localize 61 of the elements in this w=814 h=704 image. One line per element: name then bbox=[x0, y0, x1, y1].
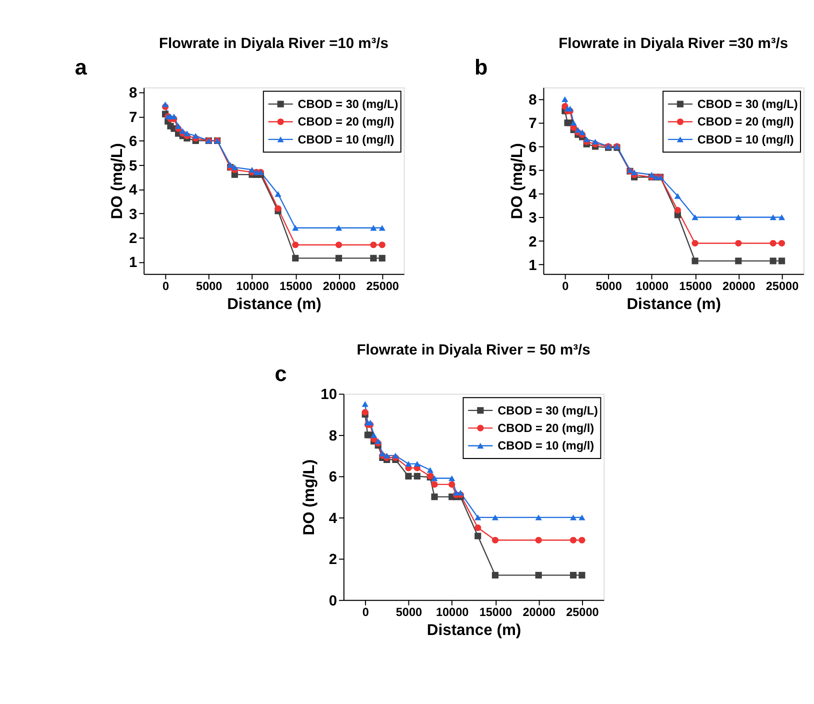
y-tick-label: 1 bbox=[129, 255, 138, 272]
legend-label: CBOD = 20 (mg/l) bbox=[298, 116, 394, 129]
y-tick-label: 1 bbox=[528, 258, 537, 274]
legend-label: CBOD = 20 (mg/l) bbox=[498, 422, 594, 436]
legend-label: CBOD = 20 (mg/l) bbox=[697, 116, 794, 129]
text: a bbox=[74, 54, 88, 80]
x-tick-label: 10000 bbox=[436, 606, 470, 620]
y-tick-label: 5 bbox=[528, 163, 537, 180]
x-tick-label: 25000 bbox=[766, 280, 800, 294]
x-tick-label: 0 bbox=[162, 280, 170, 294]
x-tick-label: 20000 bbox=[322, 280, 356, 294]
x-tick-label: 0 bbox=[562, 280, 570, 294]
y-tick-label: 4 bbox=[528, 187, 538, 204]
x-axis-title: Distance (m) bbox=[227, 296, 322, 313]
x-tick-label: 25000 bbox=[566, 606, 600, 620]
chart-title: Flowrate in Diyala River =10 m³/s bbox=[158, 36, 388, 52]
y-tick-label: 10 bbox=[320, 387, 338, 404]
legend-label: CBOD = 10 (mg/l) bbox=[697, 133, 794, 146]
y-axis-title: DO (mg/L) bbox=[300, 459, 318, 536]
y-tick-label: 4 bbox=[328, 510, 338, 527]
y-tick-label: 7 bbox=[528, 116, 537, 132]
x-axis-title: Distance (m) bbox=[426, 622, 522, 639]
x-tick-label: 15000 bbox=[280, 280, 313, 294]
x-tick-label: 10000 bbox=[236, 280, 270, 294]
x-tick-label: 0 bbox=[362, 606, 370, 620]
y-tick-label: 6 bbox=[328, 470, 338, 486]
x-tick-label: 15000 bbox=[679, 280, 712, 294]
y-tick-label: 3 bbox=[129, 206, 138, 223]
x-tick-label: 20000 bbox=[722, 280, 756, 294]
text: b bbox=[474, 54, 488, 80]
y-tick-label: 2 bbox=[129, 230, 138, 247]
y-tick-label: 6 bbox=[528, 140, 537, 156]
y-axis-title: DO (mg/L) bbox=[508, 143, 526, 220]
x-tick-label: 15000 bbox=[479, 606, 513, 620]
x-axis-title: Distance (m) bbox=[626, 296, 721, 313]
legend-label: CBOD = 10 (mg/l) bbox=[498, 440, 594, 453]
y-tick-label: 2 bbox=[328, 552, 338, 568]
x-tick-label: 5000 bbox=[396, 606, 422, 620]
chart-title: Flowrate in Diyala River =30 m³/s bbox=[558, 36, 788, 52]
y-axis-title: DO (mg/L) bbox=[109, 143, 126, 220]
text: c bbox=[274, 360, 287, 386]
y-tick-label: 8 bbox=[328, 428, 338, 444]
y-tick-label: 6 bbox=[129, 134, 138, 150]
legend-label: CBOD = 30 (mg/L) bbox=[697, 98, 798, 111]
y-tick-label: 7 bbox=[129, 110, 138, 126]
legend-label: CBOD = 30 (mg/L) bbox=[498, 404, 598, 418]
x-tick-label: 5000 bbox=[596, 280, 622, 294]
x-tick-label: 20000 bbox=[522, 606, 556, 620]
legend-label: CBOD = 10 (mg/l) bbox=[298, 133, 394, 146]
y-tick-label: 5 bbox=[129, 158, 138, 174]
y-tick-label: 8 bbox=[528, 92, 537, 109]
legend-label: CBOD = 30 (mg/L) bbox=[298, 98, 398, 111]
y-tick-label: 0 bbox=[328, 593, 338, 610]
x-tick-label: 25000 bbox=[366, 280, 400, 294]
x-tick-label: 5000 bbox=[196, 280, 223, 294]
x-tick-label: 10000 bbox=[636, 280, 669, 294]
y-tick-label: 2 bbox=[528, 234, 537, 250]
chart-title: Flowrate in Diyala River = 50 m³/s bbox=[356, 342, 590, 358]
y-tick-label: 3 bbox=[528, 210, 537, 227]
y-tick-label: 4 bbox=[129, 182, 138, 199]
y-tick-label: 8 bbox=[129, 86, 138, 102]
